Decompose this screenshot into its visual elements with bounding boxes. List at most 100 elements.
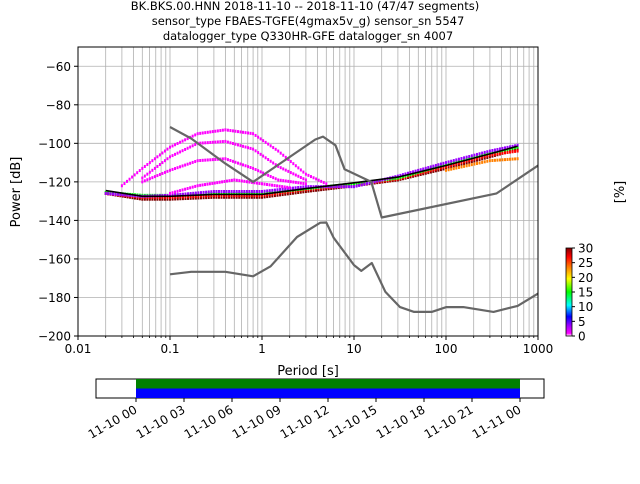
colorbar-tick-label: 30 <box>578 242 593 256</box>
density-cell <box>169 195 171 199</box>
density-cell <box>283 185 286 189</box>
density-cell <box>465 157 468 161</box>
density-cell <box>141 180 144 184</box>
density-cell <box>304 182 307 186</box>
density-cell <box>276 188 279 192</box>
density-cell <box>315 177 318 181</box>
y-tick-label: −120 <box>38 175 71 189</box>
density-cell <box>282 167 285 171</box>
density-cell <box>434 163 437 167</box>
density-cell <box>258 193 261 197</box>
density-cell <box>230 195 233 199</box>
density-cell <box>325 182 328 186</box>
density-cell <box>220 190 223 193</box>
density-cell <box>455 164 458 168</box>
density-cell <box>450 163 453 167</box>
density-cell <box>478 161 481 165</box>
density-cell <box>153 166 156 170</box>
density-cell <box>516 145 519 149</box>
density-cell <box>279 193 282 197</box>
density-cell <box>176 142 179 146</box>
density-cell <box>161 195 164 199</box>
density-cell <box>465 159 468 163</box>
density-cell <box>212 193 215 197</box>
timeline-tick-label: 11-10 03 <box>134 402 188 441</box>
density-cell <box>304 178 307 182</box>
density-cell <box>156 155 159 159</box>
timeline-tick-label: 11-10 15 <box>326 402 380 441</box>
density-cell <box>506 145 509 149</box>
density-cell <box>133 173 136 177</box>
density-cell <box>255 195 258 199</box>
density-cell <box>297 166 300 170</box>
density-cell <box>486 154 489 158</box>
density-cell <box>191 144 194 148</box>
density-cell <box>236 130 239 134</box>
density-cell <box>210 190 213 194</box>
density-cell <box>186 187 189 191</box>
density-cell <box>207 192 210 196</box>
density-cell <box>243 193 246 197</box>
density-cell <box>442 163 445 167</box>
density-cell <box>141 176 144 180</box>
density-cell <box>181 164 184 168</box>
density-cell <box>189 194 192 198</box>
density-cell <box>463 160 466 164</box>
density-cell <box>123 182 126 186</box>
title-line-1: BK.BKS.00.HNN 2018-11-10 -- 2018-11-10 (… <box>131 0 479 13</box>
density-cell <box>259 170 262 174</box>
density-cell <box>294 164 297 168</box>
density-cell <box>174 193 177 197</box>
density-cell <box>253 181 256 185</box>
density-cell <box>486 152 489 156</box>
density-cell <box>235 193 238 197</box>
density-cell <box>174 152 177 156</box>
density-cell <box>176 193 179 197</box>
density-cell <box>322 181 325 185</box>
density-cell <box>112 192 115 196</box>
density-cell <box>284 155 287 159</box>
density-cell <box>345 185 348 189</box>
density-cell <box>211 130 214 134</box>
density-cell <box>468 156 471 160</box>
density-cell <box>299 181 302 185</box>
density-cell <box>347 182 350 186</box>
density-cell <box>439 166 442 170</box>
density-cell <box>266 193 269 197</box>
timeline-tick-label: 11-11 00 <box>470 402 524 441</box>
density-cell <box>205 196 208 200</box>
density-cell <box>422 167 425 171</box>
density-cell <box>491 149 494 153</box>
density-cell <box>238 195 241 199</box>
density-cell <box>355 181 358 185</box>
density-cell <box>176 189 179 193</box>
x-tick-label: 0.01 <box>65 342 92 356</box>
density-cell <box>209 140 212 144</box>
density-cell <box>119 193 122 197</box>
density-cell <box>516 143 519 147</box>
density-cell <box>439 162 442 166</box>
density-cell <box>419 168 422 172</box>
density-cell <box>261 195 263 199</box>
density-cell <box>498 151 501 155</box>
density-cell <box>468 158 471 162</box>
density-cell <box>207 196 210 200</box>
density-cell <box>223 190 226 193</box>
density-cell <box>230 178 233 182</box>
density-cell <box>141 197 144 201</box>
density-cell <box>199 196 202 200</box>
density-cell <box>206 141 209 145</box>
density-cell <box>307 189 310 193</box>
density-cell <box>233 190 236 193</box>
density-cell <box>141 166 144 170</box>
density-cell <box>240 195 243 199</box>
density-cell <box>151 168 154 172</box>
density-cell <box>493 158 496 162</box>
density-cell <box>184 192 187 196</box>
density-cell <box>224 139 227 143</box>
density-cell <box>427 171 430 175</box>
density-cell <box>455 162 458 166</box>
density-cell <box>204 158 207 162</box>
density-cell <box>184 197 187 201</box>
density-cell <box>447 168 450 172</box>
